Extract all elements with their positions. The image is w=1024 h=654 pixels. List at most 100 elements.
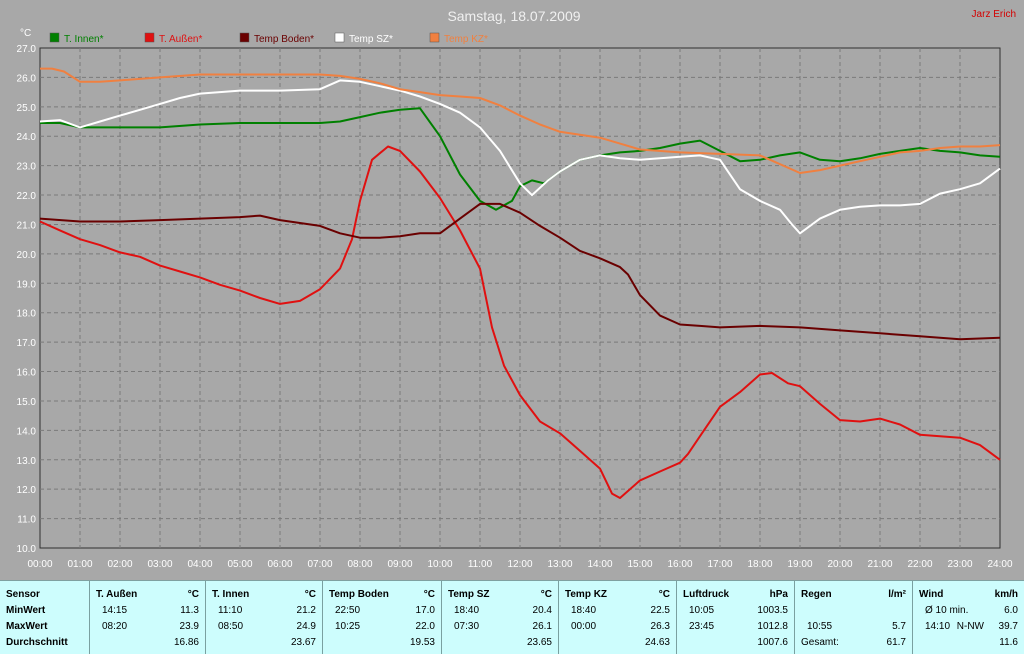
- stats-max-value: 23.9: [179, 621, 199, 632]
- stats-cell-row: Gesamt: 61.7: [795, 635, 912, 651]
- y-tick-label: 10.0: [17, 544, 37, 555]
- stats-unit: km/h: [994, 589, 1018, 600]
- stats-cell-row: 22:50 17.0: [323, 603, 441, 619]
- y-tick-label: 23.0: [17, 162, 37, 173]
- legend-label: T. Innen*: [64, 34, 104, 45]
- y-tick-label: 16.0: [17, 368, 37, 379]
- stats-cell-row: 08:20 23.9: [90, 619, 205, 635]
- y-axis-unit: °C: [20, 28, 31, 39]
- stats-column: Luftdruck hPa 10:05 1003.5 23:45 1012.8 1007.6: [677, 581, 795, 654]
- stats-min-time: 11:10: [218, 605, 243, 616]
- stats-sensor-name: T. Innen: [212, 589, 250, 600]
- stats-sensor-name: Luftdruck: [683, 589, 730, 600]
- stats-min-time: 18:40: [571, 605, 597, 616]
- y-tick-label: 18.0: [17, 309, 37, 320]
- stats-cell-row: 1007.6: [677, 635, 794, 651]
- x-axis-ticks: 00:00 01:00 02:00 03:00 04:00 05:00 06:00 07:00…: [27, 559, 1012, 570]
- y-tick-label: 21.0: [17, 220, 37, 231]
- legend-label: Temp SZ*: [349, 34, 393, 45]
- legend-label: T. Außen*: [159, 34, 202, 45]
- row-label-avg: Durchschnitt: [6, 637, 68, 648]
- stats-sensor-name: Temp SZ: [448, 589, 490, 600]
- stats-avg-value: 16.86: [173, 637, 199, 648]
- stats-min-time: 22:50: [335, 605, 361, 616]
- x-tick-label: 02:00: [107, 559, 132, 570]
- x-tick-label: 12:00: [507, 559, 532, 570]
- stats-cell-row: 18:40 22.5: [559, 603, 676, 619]
- legend-swatch: [49, 32, 60, 43]
- stats-sensor-name: Temp KZ: [565, 589, 608, 600]
- stats-cell-row: [795, 603, 912, 619]
- stats-max-value: 1012.8: [757, 621, 788, 632]
- series-line: [39, 145, 1001, 499]
- x-tick-label: 15:00: [627, 559, 652, 570]
- stats-min-time: 14:15: [102, 605, 128, 616]
- stats-unit: °C: [423, 589, 435, 600]
- stats-sensor-name: Wind: [919, 589, 944, 600]
- stats-max-time: 08:20: [102, 621, 128, 632]
- stats-cell-row: Regen l/m²: [795, 587, 912, 603]
- stats-max-time: 00:00: [571, 621, 597, 632]
- x-tick-label: 18:00: [747, 559, 772, 570]
- stats-unit: °C: [658, 589, 670, 600]
- chart-title: Samstag, 18.07.2009: [447, 8, 580, 24]
- stats-cell-row: Temp KZ °C: [559, 587, 676, 603]
- stats-cell-row: T. Innen °C: [206, 587, 322, 603]
- stats-min-value: 1003.5: [757, 605, 788, 616]
- row-label-min: MinWert: [6, 605, 46, 616]
- x-tick-label: 10:00: [427, 559, 452, 570]
- x-tick-label: 24:00: [987, 559, 1012, 570]
- legend-label: Temp Boden*: [254, 34, 314, 45]
- x-tick-label: 11:00: [468, 559, 493, 570]
- stats-sensor-name: Temp Boden: [329, 589, 389, 600]
- x-tick-label: 00:00: [27, 559, 52, 570]
- x-tick-label: 19:00: [787, 559, 812, 570]
- stats-cell-row: 14:10 N-NW 39.7: [913, 619, 1024, 635]
- stats-max-time: 10:25: [335, 621, 361, 632]
- stats-cell-row: 10:55 5.7: [795, 619, 912, 635]
- y-tick-label: 13.0: [17, 456, 37, 467]
- series-line: [39, 202, 1001, 341]
- stats-cell-row: 23.65: [442, 635, 558, 651]
- plot-area: [39, 47, 1001, 549]
- stats-max-value: 5.7: [892, 621, 906, 632]
- y-tick-label: 15.0: [17, 397, 37, 408]
- stats-cell-row: Temp SZ °C: [442, 587, 558, 603]
- stats-min-value: 21.2: [296, 605, 316, 616]
- stats-column: T. Außen °C 14:15 11.3 08:20 23.9 16.86: [90, 581, 206, 654]
- stats-avg-value: 24.63: [644, 637, 670, 648]
- series-lines: [39, 67, 1001, 499]
- y-tick-label: 19.0: [17, 279, 37, 290]
- stats-sensor-name: Regen: [801, 589, 832, 600]
- y-axis-ticks: 10.0 11.0 12.0 13.0 14.0 15.0 16.0 17.0 18.0 19.0…: [17, 44, 37, 555]
- stats-min-time: Ø 10 min.: [925, 605, 969, 616]
- stats-unit: °C: [540, 589, 552, 600]
- x-tick-label: 13:00: [547, 559, 572, 570]
- x-tick-label: 06:00: [267, 559, 292, 570]
- stats-min-time: 10:05: [689, 605, 715, 616]
- legend-swatch: [239, 32, 250, 43]
- stats-cell-row: 19.53: [323, 635, 441, 651]
- y-tick-label: 14.0: [17, 426, 37, 437]
- stats-unit: °C: [304, 589, 316, 600]
- stats-row-labels: Sensor MinWert MaxWert Durchschnitt: [0, 581, 90, 654]
- stats-cell-row: 07:30 26.1: [442, 619, 558, 635]
- y-tick-label: 12.0: [17, 485, 37, 496]
- y-tick-label: 20.0: [17, 250, 37, 261]
- stats-column: T. Innen °C 11:10 21.2 08:50 24.9 23.67: [206, 581, 323, 654]
- stats-min-value: 20.4: [532, 605, 552, 616]
- x-tick-label: 21:00: [867, 559, 892, 570]
- stats-cell-row: Temp Boden °C: [323, 587, 441, 603]
- stats-max-value: 39.7: [998, 621, 1018, 632]
- stats-max-time: 23:45: [689, 621, 715, 632]
- stats-cell-row: Luftdruck hPa: [677, 587, 794, 603]
- series-line: [40, 67, 1001, 174]
- stats-min-value: 11.3: [180, 605, 199, 616]
- stats-avg-value: 23.65: [526, 637, 552, 648]
- stats-column: Wind km/h Ø 10 min. 6.0 14:10 N-NW 39.7 11.6: [913, 581, 1024, 654]
- stats-cell-row: 16.86: [90, 635, 205, 651]
- stats-unit: l/m²: [888, 589, 906, 600]
- stats-unit: °C: [187, 589, 199, 600]
- x-tick-label: 05:00: [227, 559, 252, 570]
- stats-max-time: 10:55: [807, 621, 833, 632]
